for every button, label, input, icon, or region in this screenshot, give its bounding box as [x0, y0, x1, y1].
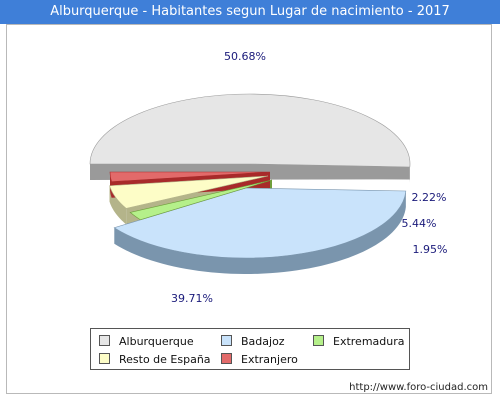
legend-label: Extranjero — [241, 353, 298, 366]
legend-item-resto-espana: Resto de España — [99, 353, 211, 366]
slice-extranjero — [109, 171, 271, 183]
legend-swatch-alburquerque — [99, 335, 110, 346]
chart-legend: Alburquerque Badajoz Extremadura Resto d… — [90, 328, 410, 370]
legend-label: Badajoz — [241, 335, 285, 348]
slice-badajoz — [113, 187, 407, 259]
slice-resto-espana — [109, 175, 269, 209]
label-badajoz: 39.71% — [171, 292, 213, 305]
legend-item-badajoz: Badajoz — [221, 335, 285, 348]
chart-title: Alburquerque - Habitantes segun Lugar de… — [0, 0, 500, 24]
source-url[interactable]: http://www.foro-ciudad.com — [349, 382, 488, 393]
legend-label: Resto de España — [119, 353, 211, 366]
pie-tops — [89, 93, 411, 259]
label-alburquerque: 50.68% — [224, 50, 266, 63]
legend-swatch-extranjero — [221, 353, 232, 364]
legend-item-alburquerque: Alburquerque — [99, 335, 194, 348]
legend-item-extranjero: Extranjero — [221, 353, 298, 366]
label-extranjero: 2.22% — [412, 191, 447, 204]
legend-item-extremadura: Extremadura — [313, 335, 405, 348]
slice-alburquerque — [89, 93, 411, 168]
legend-swatch-badajoz — [221, 335, 232, 346]
legend-swatch-resto-espana — [99, 353, 110, 364]
legend-swatch-extremadura — [313, 335, 324, 346]
legend-label: Alburquerque — [119, 335, 194, 348]
label-extremadura: 1.95% — [413, 243, 448, 256]
legend-label: Extremadura — [333, 335, 405, 348]
label-resto-espana: 5.44% — [402, 217, 437, 230]
slice-extremadura — [129, 179, 273, 221]
